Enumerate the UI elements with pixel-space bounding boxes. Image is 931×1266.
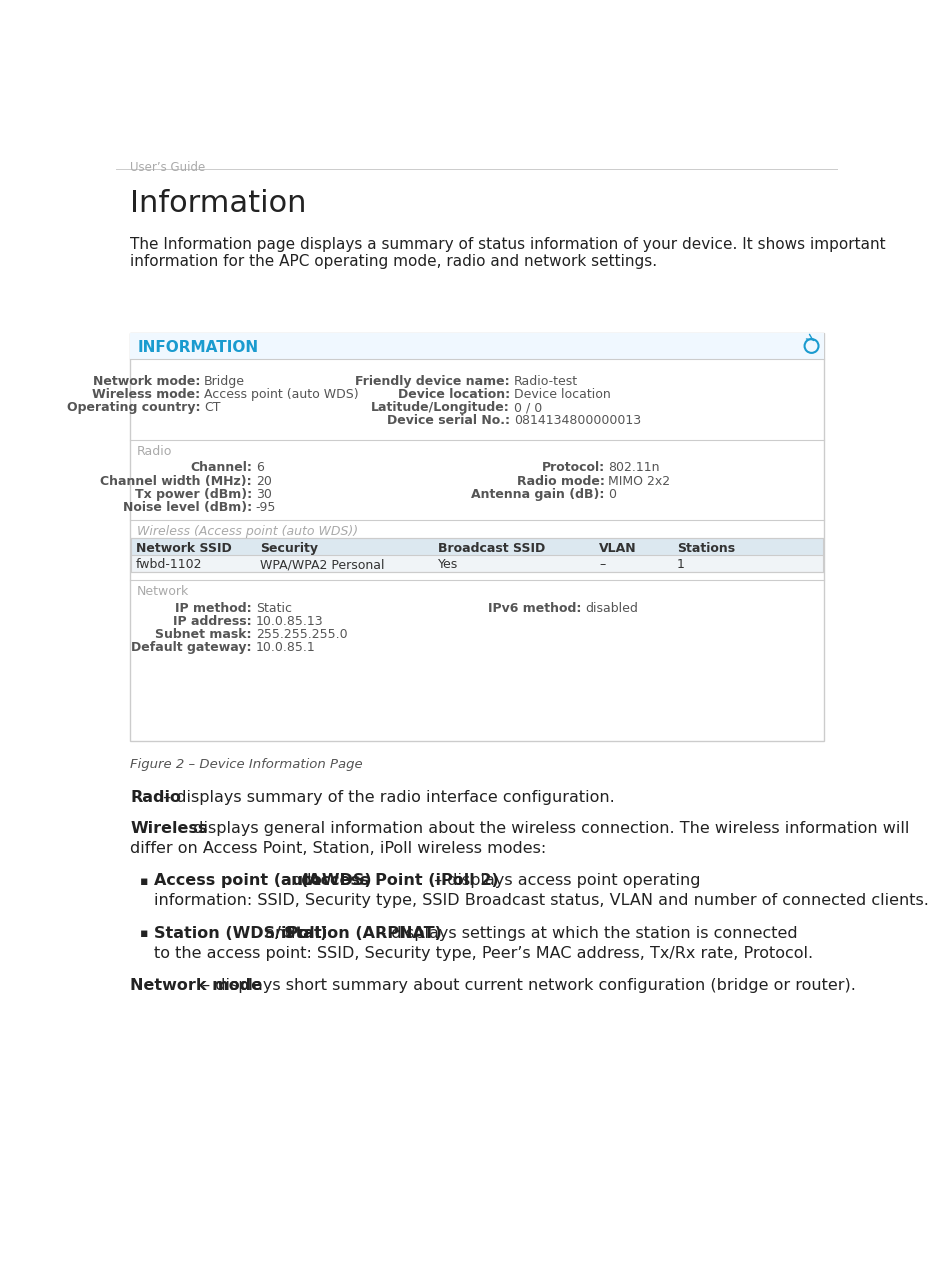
Text: Device location:: Device location:: [398, 389, 510, 401]
Text: 255.255.255.0: 255.255.255.0: [256, 628, 347, 641]
Text: information for the APC operating mode, radio and network settings.: information for the APC operating mode, …: [130, 254, 657, 270]
Text: VLAN: VLAN: [600, 542, 637, 556]
Text: information: SSID, Security type, SSID Broadcast status, VLAN and number of conn: information: SSID, Security type, SSID B…: [154, 894, 928, 909]
Text: Network SSID: Network SSID: [136, 542, 232, 556]
Text: The Information page displays a summary of status information of your device. It: The Information page displays a summary …: [130, 237, 886, 252]
Text: Static: Static: [256, 601, 292, 614]
Text: Network mode:: Network mode:: [93, 375, 200, 389]
Text: Radio-test: Radio-test: [514, 375, 578, 389]
Text: Network mode: Network mode: [130, 979, 263, 993]
Text: –: –: [600, 558, 605, 571]
Text: Broadcast SSID: Broadcast SSID: [438, 542, 546, 556]
Bar: [130, 333, 824, 360]
Text: Operating country:: Operating country:: [67, 401, 200, 414]
Text: Access point (autoWDS): Access point (autoWDS): [154, 874, 371, 889]
Text: 1: 1: [677, 558, 684, 571]
Text: 10.0.85.1: 10.0.85.1: [256, 641, 316, 653]
Text: INFORMATION: INFORMATION: [138, 339, 259, 354]
Text: to the access point: SSID, Security type, Peer’s MAC address, Tx/Rx rate, Protoc: to the access point: SSID, Security type…: [154, 946, 813, 961]
Text: Radio mode:: Radio mode:: [517, 475, 604, 487]
Text: Network: Network: [137, 585, 189, 598]
Text: Friendly device name:: Friendly device name:: [356, 375, 510, 389]
Text: MIMO 2x2: MIMO 2x2: [609, 475, 670, 487]
Text: Device serial No.:: Device serial No.:: [387, 414, 510, 428]
Text: 0: 0: [609, 487, 616, 500]
Text: – displays access point operating: – displays access point operating: [429, 874, 701, 889]
Bar: [131, 556, 823, 572]
Text: 802.11n: 802.11n: [609, 462, 660, 475]
Text: – displays general information about the wireless connection. The wireless infor: – displays general information about the…: [175, 822, 910, 836]
Text: Stations: Stations: [677, 542, 735, 556]
Bar: [130, 333, 824, 741]
Text: 20: 20: [256, 475, 272, 487]
Text: Radio: Radio: [137, 444, 172, 457]
Text: and: and: [277, 874, 317, 889]
Text: Channel:: Channel:: [190, 462, 252, 475]
Text: Wireless (Access point (auto WDS)): Wireless (Access point (auto WDS)): [137, 524, 358, 538]
Text: Antenna gain (dB):: Antenna gain (dB):: [471, 487, 604, 500]
Text: (Access Point (iPoll 2): (Access Point (iPoll 2): [301, 874, 498, 889]
Text: Security: Security: [260, 542, 317, 556]
Text: IPv6 method:: IPv6 method:: [488, 601, 581, 614]
Bar: [131, 538, 823, 556]
Text: Device location: Device location: [514, 389, 611, 401]
Text: 10.0.85.13: 10.0.85.13: [256, 615, 323, 628]
Text: 30: 30: [256, 487, 272, 500]
Text: differ on Access Point, Station, iPoll wireless modes:: differ on Access Point, Station, iPoll w…: [130, 841, 546, 856]
Text: Protocol:: Protocol:: [542, 462, 604, 475]
Text: Channel width (MHz):: Channel width (MHz):: [101, 475, 252, 487]
Text: Subnet mask:: Subnet mask:: [155, 628, 252, 641]
Text: IP address:: IP address:: [173, 615, 252, 628]
Text: Figure 2 – Device Information Page: Figure 2 – Device Information Page: [130, 758, 363, 771]
Text: Radio: Radio: [130, 790, 182, 805]
Text: 6: 6: [256, 462, 263, 475]
Text: Yes: Yes: [438, 558, 458, 571]
Text: – displays short summary about current network configuration (bridge or router).: – displays short summary about current n…: [197, 979, 857, 993]
Text: disabled: disabled: [586, 601, 638, 614]
Text: User’s Guide: User’s Guide: [130, 161, 206, 175]
Text: ▪: ▪: [140, 927, 148, 941]
Text: -95: -95: [256, 501, 277, 514]
Text: 0814134800000013: 0814134800000013: [514, 414, 641, 428]
Text: Latitude/Longitude:: Latitude/Longitude:: [371, 401, 510, 414]
Text: fwbd-1102: fwbd-1102: [136, 558, 202, 571]
Text: ▪: ▪: [140, 875, 148, 887]
Text: Tx power (dBm):: Tx power (dBm):: [135, 487, 252, 500]
Text: 0 / 0: 0 / 0: [514, 401, 542, 414]
Text: – displays summary of the radio interface configuration.: – displays summary of the radio interfac…: [158, 790, 615, 805]
Text: IP method:: IP method:: [175, 601, 252, 614]
Text: Station (WDS/iPoll): Station (WDS/iPoll): [154, 925, 327, 941]
Text: Noise level (dBm):: Noise level (dBm):: [123, 501, 252, 514]
Text: – displays settings at which the station is connected: – displays settings at which the station…: [373, 925, 798, 941]
Text: Wireless mode:: Wireless mode:: [92, 389, 200, 401]
Text: Access point (auto WDS): Access point (auto WDS): [204, 389, 358, 401]
Text: and: and: [260, 925, 300, 941]
Text: WPA/WPA2 Personal: WPA/WPA2 Personal: [260, 558, 385, 571]
Text: Default gateway:: Default gateway:: [131, 641, 252, 653]
Text: CT: CT: [204, 401, 221, 414]
Bar: [131, 538, 823, 572]
Text: Bridge: Bridge: [204, 375, 245, 389]
Text: Station (ARPNAT): Station (ARPNAT): [284, 925, 442, 941]
Text: Information: Information: [130, 189, 307, 218]
Text: Wireless: Wireless: [130, 822, 208, 836]
